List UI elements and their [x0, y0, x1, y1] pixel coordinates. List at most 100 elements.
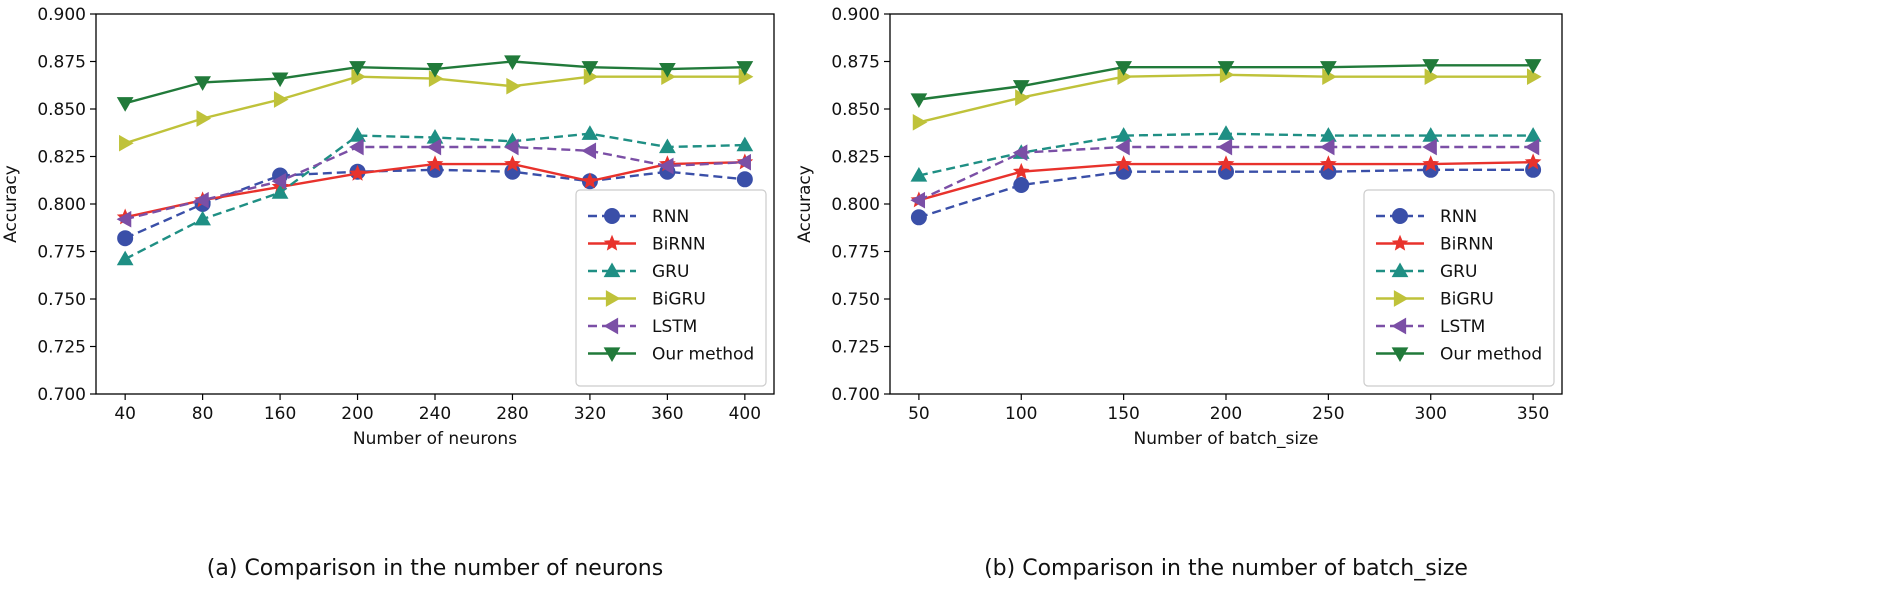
data-point [1422, 59, 1440, 74]
data-point [1012, 144, 1028, 162]
data-point [1524, 153, 1542, 170]
x-tick-label: 80 [192, 404, 214, 424]
data-point [1524, 59, 1542, 74]
data-point [194, 210, 211, 226]
data-point [1422, 127, 1440, 142]
y-tick-label: 0.875 [831, 53, 880, 73]
data-point [1115, 138, 1130, 156]
data-point [1012, 80, 1030, 95]
x-tick-label: 40 [114, 404, 136, 424]
x-tick-label: 240 [419, 404, 451, 424]
data-point [116, 97, 134, 112]
data-point [1013, 177, 1030, 193]
data-point [1115, 127, 1132, 142]
x-tick-label: 300 [1415, 404, 1447, 424]
chart-panel-a: 0.700 0.725 0.750 0.775 0.800 0.825 0.850 0.875… [1, 5, 775, 581]
y-tick-label: 0.700 [37, 385, 86, 405]
data-point [910, 166, 928, 182]
data-point [1524, 138, 1540, 156]
y-tick-label: 0.875 [37, 53, 86, 73]
y-tick-label: 0.750 [37, 290, 86, 310]
x-tick-label: 320 [574, 404, 606, 424]
legend-swatch-marker [603, 234, 621, 251]
legend-label: BiGRU [652, 290, 706, 310]
x-axis-label: Number of batch_size [1134, 429, 1319, 449]
data-point [1524, 127, 1542, 142]
figure-caption: (a) Comparison in the number of neurons [207, 556, 663, 581]
data-point [581, 61, 599, 76]
data-point [271, 72, 289, 88]
x-tick-label: 160 [264, 404, 296, 424]
legend-swatch-marker [1391, 234, 1409, 251]
data-point [194, 76, 211, 91]
data-point [503, 138, 519, 156]
x-tick-label: 280 [496, 404, 528, 424]
data-point [658, 157, 674, 175]
data-point [349, 127, 366, 142]
series-our-method [116, 55, 754, 112]
data-point [581, 172, 599, 189]
data-point [271, 184, 289, 199]
data-point [504, 55, 521, 71]
y-tick-label: 0.700 [831, 385, 880, 405]
data-point [736, 61, 754, 76]
data-point [349, 164, 366, 181]
data-point [581, 142, 597, 160]
y-axis-label: Accuracy [1, 165, 21, 243]
legend-swatch-marker [603, 262, 621, 278]
legend-frame [575, 189, 767, 387]
y-tick-label: 0.825 [37, 148, 86, 168]
data-point [736, 136, 754, 152]
legend-label: BiRNN [1440, 235, 1494, 255]
legend-label: RNN [652, 207, 689, 227]
data-point [194, 191, 209, 209]
data-point [1422, 155, 1440, 172]
data-point [910, 93, 928, 109]
data-point [1012, 162, 1030, 179]
y-tick-label: 0.850 [831, 100, 880, 120]
y-tick-label: 0.800 [37, 195, 86, 215]
data-point [1217, 138, 1233, 156]
data-point [506, 77, 521, 95]
data-point [117, 230, 134, 247]
legend-swatch-marker [1393, 290, 1409, 307]
y-tick-label: 0.850 [37, 100, 86, 120]
series-lstm [910, 138, 1540, 209]
data-point [736, 171, 753, 188]
data-point [910, 209, 927, 226]
legend-label: BiRNN [652, 235, 706, 255]
data-point [349, 61, 366, 76]
legend-label: GRU [1440, 262, 1477, 282]
data-point [581, 125, 599, 140]
y-tick-label: 0.750 [831, 290, 880, 310]
y-tick-label: 0.800 [831, 195, 880, 215]
data-point [1320, 127, 1337, 142]
data-point [504, 155, 521, 172]
y-tick-label: 0.725 [831, 338, 880, 358]
legend-swatch-marker [1391, 317, 1407, 335]
data-point [116, 250, 134, 266]
data-point [1320, 61, 1337, 76]
data-point [1424, 68, 1440, 86]
x-tick-label: 350 [1517, 404, 1549, 424]
data-point [1015, 89, 1030, 106]
legend-swatch-marker [1391, 262, 1409, 278]
legend-label: LSTM [1440, 317, 1485, 337]
data-point [1422, 138, 1437, 156]
x-tick-label: 200 [1210, 404, 1242, 424]
data-point [116, 210, 132, 228]
data-point [426, 155, 444, 172]
y-tick-label: 0.900 [831, 5, 880, 25]
x-tick-label: 150 [1107, 404, 1139, 424]
series-line [124, 145, 745, 221]
data-point [659, 62, 676, 78]
data-point [1217, 155, 1235, 172]
x-tick-label: 200 [341, 404, 373, 424]
data-point [1526, 68, 1542, 86]
legend-swatch-marker [1392, 208, 1408, 224]
data-point [273, 91, 289, 108]
x-tick-label: 100 [1005, 404, 1037, 424]
y-tick-label: 0.900 [37, 5, 86, 25]
legend-label: Our method [1440, 345, 1542, 365]
data-point [1115, 61, 1132, 76]
